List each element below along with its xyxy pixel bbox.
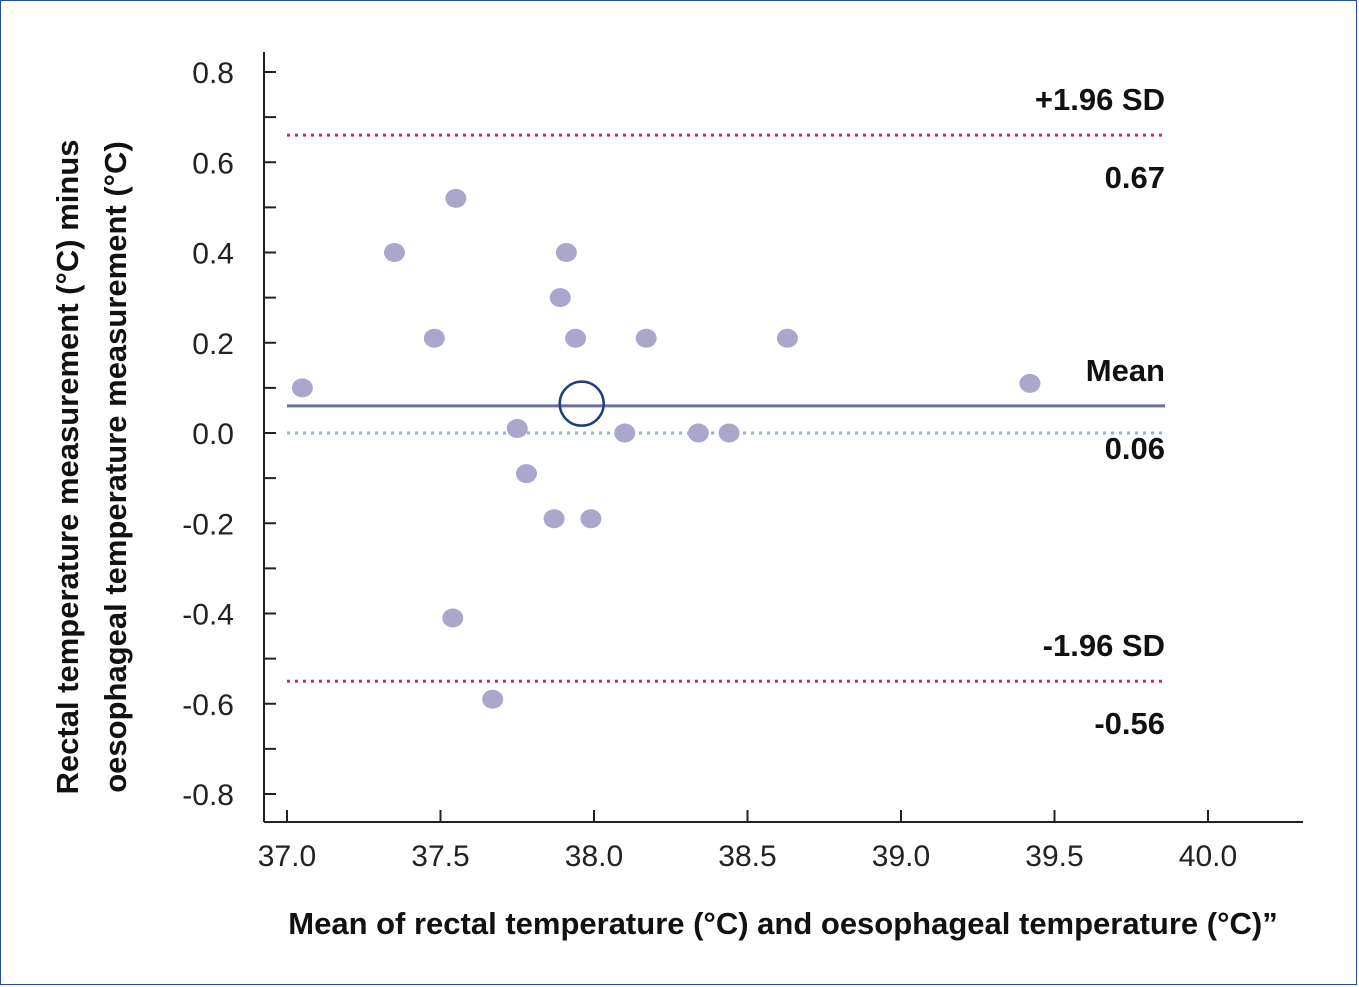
y-tick-label: -0.8 [182,779,234,812]
data-point [445,188,467,208]
data-point [506,418,528,438]
annotations: +1.96 SD 0.67 Mean 0.06 -1.96 SD -0.56 [1035,82,1165,741]
y-tick-label: 0.4 [192,238,234,271]
highlight-circle [558,380,605,427]
x-tick-label: 38.0 [565,840,623,873]
data-point [383,243,405,262]
data-point [549,288,571,308]
data-point [614,423,636,443]
y-tick-label: 0.2 [192,328,234,361]
y-tick-label: -0.6 [182,689,234,722]
y-axis-title-line-2: oesophageal temperature measurement (°C) [98,141,133,793]
y-tick-label: 0.0 [192,418,234,451]
upper-loa-label: +1.96 SD [1035,82,1165,117]
data-point [291,378,313,398]
data-point [555,243,577,262]
x-tick-label: 37.5 [411,840,469,873]
y-tick-label: 0.8 [192,57,234,90]
data-point [515,464,537,484]
x-tick-label: 39.0 [872,840,930,873]
data-point [1019,373,1041,393]
data-point [776,328,798,348]
data-point [482,689,504,709]
data-point [423,328,445,348]
y-tick-label: -0.2 [182,508,234,541]
y-ticks: 0.8 0.6 0.4 0.2 0.0 -0.2 -0.4 -0.6 -0.8 [182,57,276,812]
x-tick-label: 38.5 [718,840,776,873]
data-point [543,509,565,529]
x-tick-label: 40.0 [1179,840,1237,873]
lower-loa-label: -1.96 SD [1043,628,1165,663]
data-point [718,423,740,443]
y-axis-title-line-1: Rectal temperature measurement (°C) minu… [50,140,85,795]
axes [263,52,1303,823]
mean-label: Mean [1086,353,1165,388]
data-point [565,328,587,348]
mean-value: 0.06 [1105,431,1165,466]
reference-lines [287,133,1165,683]
x-tick-label: 37.0 [258,840,316,873]
x-ticks: 37.0 37.5 38.0 38.5 39.0 39.5 40.0 [258,810,1237,873]
upper-loa-value: 0.67 [1105,160,1165,195]
y-tick-label: -0.4 [182,599,234,632]
x-axis-title: Mean of rectal temperature (°C) and oeso… [288,906,1277,941]
lower-loa-value: -0.56 [1094,706,1165,741]
y-tick-label: 0.6 [192,147,234,180]
x-tick-label: 39.5 [1025,840,1083,873]
data-points [291,188,1041,709]
data-point [442,608,464,628]
data-point [687,423,709,443]
data-point [580,509,602,529]
data-point [635,328,657,348]
